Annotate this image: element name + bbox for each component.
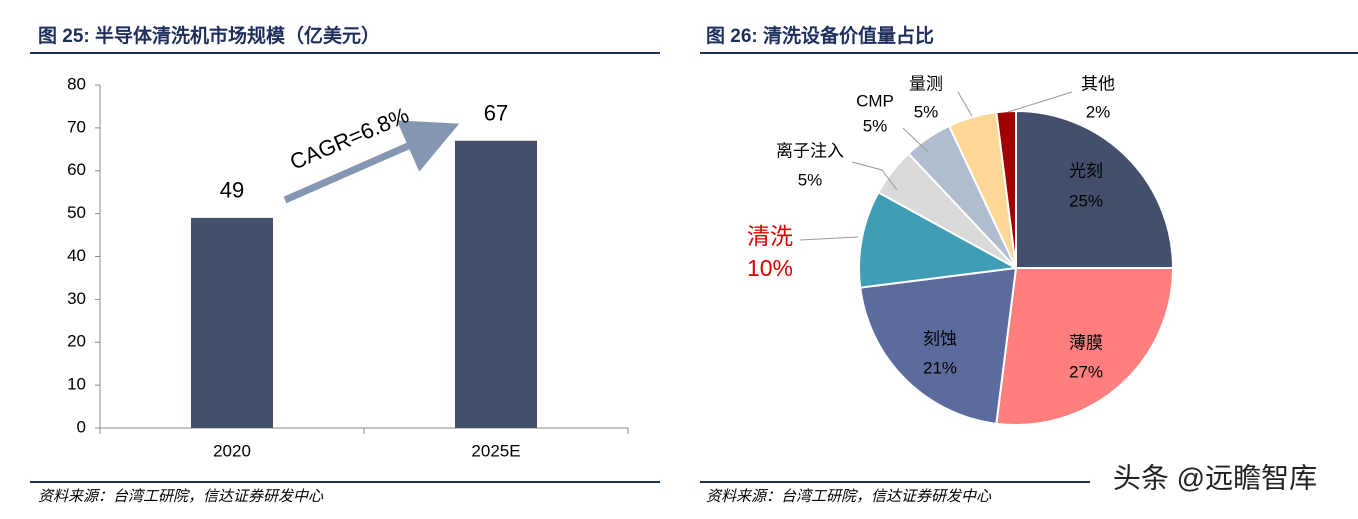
pie-slice — [859, 266, 1018, 425]
pie-slice — [995, 267, 1175, 426]
leader-line — [957, 91, 973, 117]
category-label: 离子注入 — [776, 141, 844, 160]
y-tick-label: 0 — [77, 417, 86, 436]
y-tick-label: 70 — [67, 117, 86, 136]
category-label: 其他 — [1081, 74, 1115, 93]
x-tick-label: 2025E — [471, 441, 520, 460]
y-tick-label: 10 — [67, 375, 86, 394]
value-label: 27% — [1069, 362, 1103, 381]
pie-slice — [995, 109, 1017, 269]
x-tick-label: 2020 — [213, 441, 251, 460]
value-label: 5% — [914, 102, 939, 121]
value-label: 5% — [863, 116, 888, 135]
category-label: 刻蚀 — [923, 329, 957, 348]
pie-slice — [1015, 109, 1175, 269]
leader-line — [799, 236, 859, 241]
pie-slice — [858, 191, 1020, 289]
leader-line — [851, 161, 898, 191]
y-tick-label: 30 — [67, 289, 86, 308]
value-label: 25% — [1069, 191, 1103, 210]
category-label: 光刻 — [1069, 161, 1103, 180]
data-label: 67 — [484, 101, 508, 126]
y-tick-label: 20 — [67, 332, 86, 351]
y-tick-label: 50 — [67, 203, 86, 222]
value-label: 21% — [923, 358, 957, 377]
watermark: 头条 @远瞻智库 — [1113, 462, 1317, 493]
data-label: 49 — [220, 178, 244, 203]
y-tick-label: 40 — [67, 246, 86, 265]
cagr-arrow — [283, 120, 460, 204]
category-label: CMP — [856, 91, 894, 110]
value-label: 2% — [1086, 102, 1111, 121]
bar — [191, 217, 273, 428]
chart-title: 图 26: 清洗设备价值量占比 — [706, 24, 934, 47]
y-tick-label: 60 — [67, 160, 86, 179]
source: 资料来源：台湾工研院，信达证券研发中心 — [706, 488, 992, 505]
chart-title: 图 25: 半导体清洗机市场规模（亿美元） — [38, 24, 380, 47]
category-label: 薄膜 — [1069, 333, 1103, 352]
value-label: 10% — [747, 255, 793, 281]
value-label: 5% — [798, 170, 823, 189]
source: 资料来源：台湾工研院，信达证券研发中心 — [38, 488, 324, 505]
category-label: 量测 — [909, 74, 943, 93]
bar — [455, 140, 537, 429]
leader-line — [902, 127, 929, 153]
category-label: 清洗 — [747, 223, 793, 249]
leader-line — [1007, 91, 1073, 113]
y-tick-label: 80 — [67, 74, 86, 93]
